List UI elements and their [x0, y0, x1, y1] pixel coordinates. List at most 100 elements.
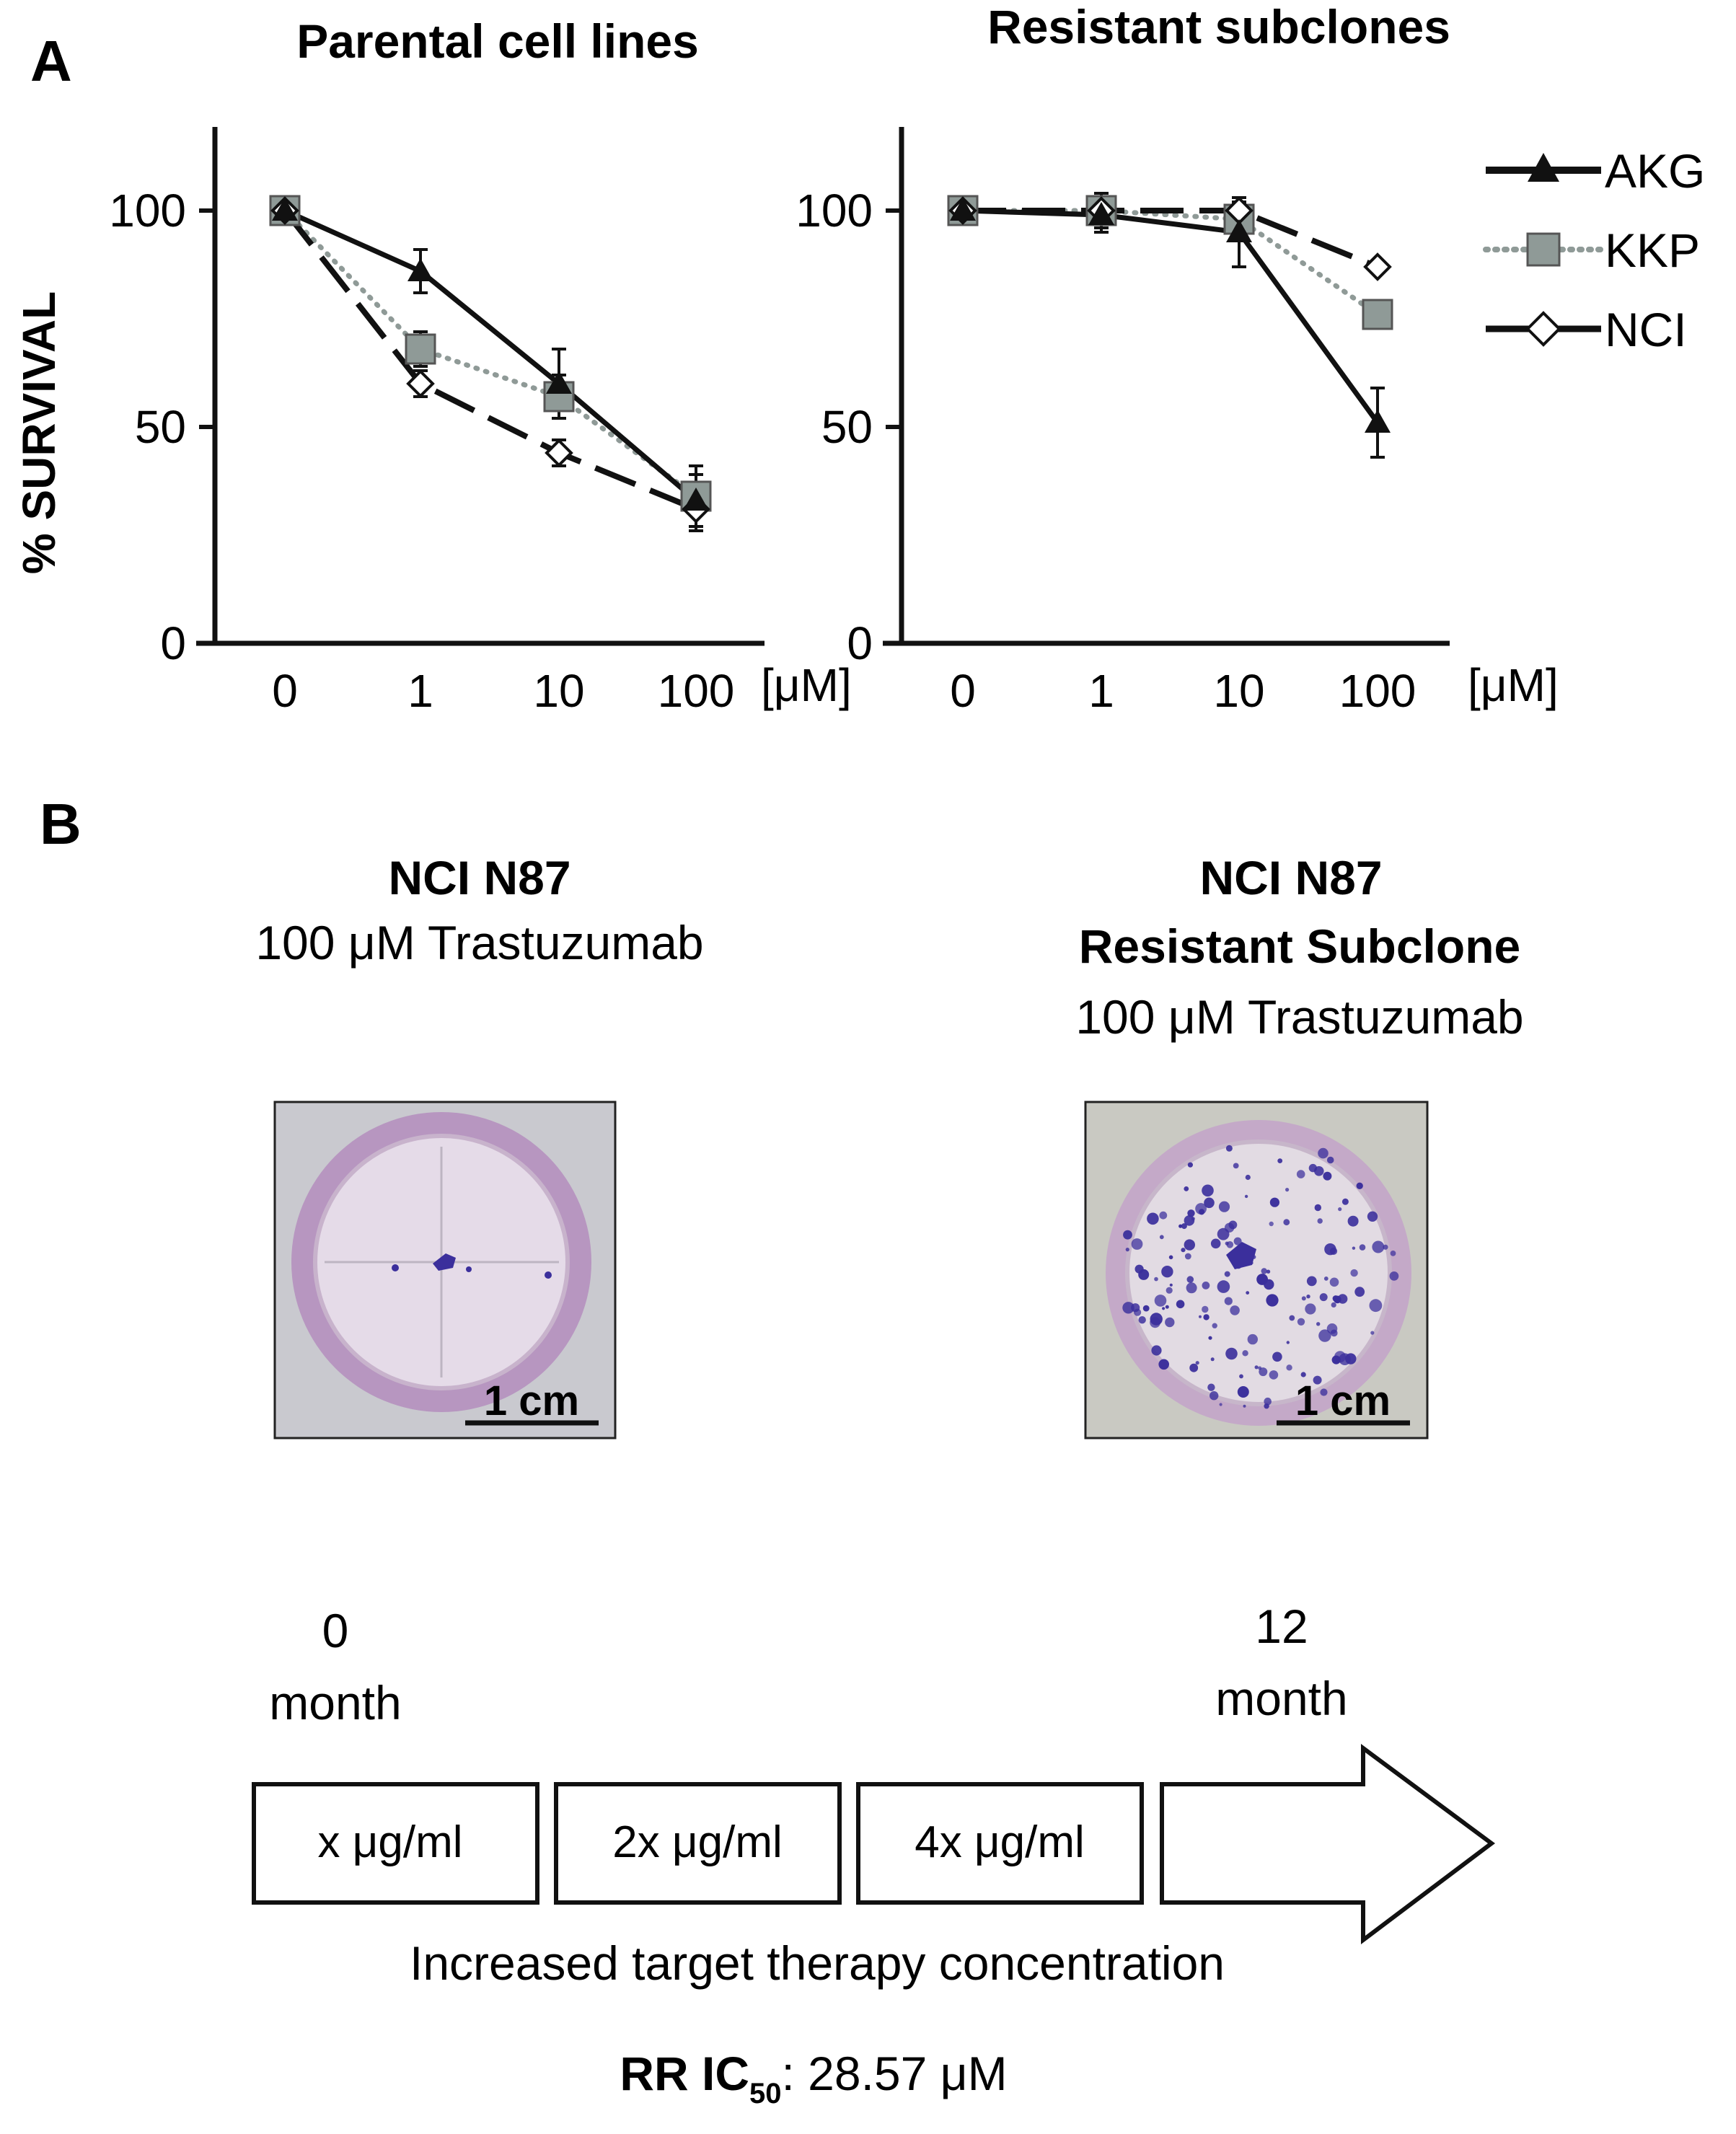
colony [1269, 1221, 1274, 1227]
right-plate-subtitle: 100 μM Trastuzumab [1075, 990, 1523, 1044]
colony [1195, 1361, 1199, 1365]
colony [1134, 1308, 1142, 1316]
colony [1341, 1198, 1349, 1205]
colony [1324, 1243, 1336, 1256]
colony [1329, 1277, 1339, 1287]
colony [1210, 1238, 1221, 1249]
legend-item-nci: NCI [1486, 303, 1687, 356]
colony [1317, 1218, 1323, 1224]
colony [1258, 1366, 1262, 1370]
rr-ic-value: : 28.57 μM [781, 2047, 1007, 2100]
colony [1297, 1318, 1305, 1326]
timeline-end-unit: month [1215, 1672, 1347, 1725]
colony [1246, 1291, 1250, 1295]
colony [1323, 1171, 1332, 1181]
colony [1224, 1297, 1233, 1305]
triangle-icon [1528, 153, 1559, 182]
arrow-right-icon [1160, 1744, 1496, 1945]
colony [1186, 1282, 1197, 1294]
colony [1242, 1350, 1248, 1357]
colony [1181, 1223, 1187, 1230]
colony [1390, 1251, 1396, 1256]
x-tick-label: 1 [1088, 665, 1114, 717]
colony [1316, 1322, 1321, 1326]
colony [1138, 1316, 1146, 1324]
data-point-nci [406, 369, 435, 398]
x-tick-label: 10 [533, 665, 584, 717]
colony [1233, 1237, 1242, 1245]
x-tick-label: 1 [407, 665, 433, 717]
y-axis-label: % SURVIVAL [13, 291, 65, 574]
colony [1289, 1315, 1295, 1321]
colony [1261, 1268, 1267, 1274]
colony [1354, 1287, 1365, 1297]
colony [1350, 1269, 1358, 1277]
colony [1313, 1375, 1322, 1385]
colony [1247, 1333, 1259, 1345]
series-line-kkp [282, 208, 699, 499]
y-tick-label: 50 [821, 401, 873, 453]
colony [1218, 1201, 1230, 1212]
colony [1369, 1299, 1383, 1313]
timeline-caption: Increased target therapy concentration [410, 1936, 1225, 1990]
colony [1147, 1212, 1159, 1225]
colony [1204, 1197, 1215, 1209]
colony [1187, 1162, 1193, 1168]
colony [1306, 1276, 1317, 1287]
data-point-nci [1363, 252, 1392, 281]
data-point-kkp [405, 333, 436, 365]
colony [1269, 1294, 1274, 1298]
colony [1314, 1166, 1324, 1176]
rr-ic-subscript: 50 [749, 2078, 782, 2109]
data-point-akg [683, 488, 709, 511]
colony [1286, 1341, 1290, 1344]
colony [1266, 1294, 1279, 1307]
colony [1370, 1331, 1375, 1335]
colony [1259, 1367, 1268, 1377]
colony [1134, 1264, 1144, 1274]
square-icon [1526, 232, 1561, 267]
colony [1151, 1345, 1162, 1356]
colony [1202, 1305, 1209, 1313]
colony [1356, 1182, 1363, 1190]
data-point-akg [546, 371, 572, 394]
colony [1207, 1383, 1215, 1391]
data-point-akg [1226, 219, 1252, 242]
colony [1264, 1397, 1272, 1406]
colony [1277, 1158, 1283, 1163]
colony [1199, 1315, 1202, 1318]
colony [1165, 1317, 1175, 1328]
series-line-akg [283, 208, 698, 503]
legend-item-kkp: KKP [1483, 224, 1700, 277]
timeline-start-value: 0 [322, 1604, 349, 1657]
colony [1161, 1266, 1173, 1278]
colony [1338, 1207, 1342, 1212]
chart-parental: Parental cell lines [μM] 0 50 100 0 1 10 100 [109, 14, 852, 717]
colony [1165, 1305, 1169, 1309]
data-point-nci [545, 438, 573, 467]
timeline-step-box-3 [856, 1782, 1144, 1905]
colony [1326, 1156, 1334, 1164]
data-point-akg [272, 198, 298, 221]
right-scale-label: 1 cm [1295, 1377, 1391, 1424]
colony [1203, 1314, 1210, 1320]
timeline-step-label-3: 4x μg/ml [915, 1817, 1085, 1867]
colony [1314, 1204, 1322, 1212]
data-point-akg [950, 198, 976, 221]
left-plate-photo: 1 cm [273, 1101, 617, 1439]
colony [1347, 1215, 1359, 1227]
colony [1131, 1238, 1143, 1250]
left-colony [433, 1253, 456, 1271]
colony [1331, 1355, 1341, 1364]
colony [1320, 1388, 1328, 1396]
data-point-akg [1088, 202, 1114, 225]
timeline-step-label-2: 2x μg/ml [612, 1817, 783, 1867]
legend-label-kkp: KKP [1605, 224, 1700, 277]
colony [1122, 1302, 1134, 1314]
x-tick-label: 100 [658, 665, 735, 717]
timeline-step-label-1: x μg/ml [317, 1817, 462, 1867]
x-tick-label: 0 [950, 665, 976, 717]
colony [1352, 1246, 1356, 1250]
colony [1202, 1184, 1214, 1197]
colony [1225, 1145, 1233, 1152]
